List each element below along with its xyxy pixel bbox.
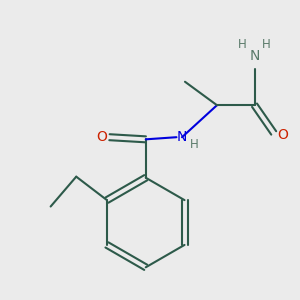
Text: H: H	[238, 38, 247, 51]
Text: H: H	[190, 138, 199, 152]
Text: O: O	[96, 130, 107, 144]
Text: H: H	[262, 38, 271, 51]
Text: N: N	[177, 130, 187, 144]
Text: N: N	[249, 49, 260, 63]
Text: O: O	[278, 128, 289, 142]
